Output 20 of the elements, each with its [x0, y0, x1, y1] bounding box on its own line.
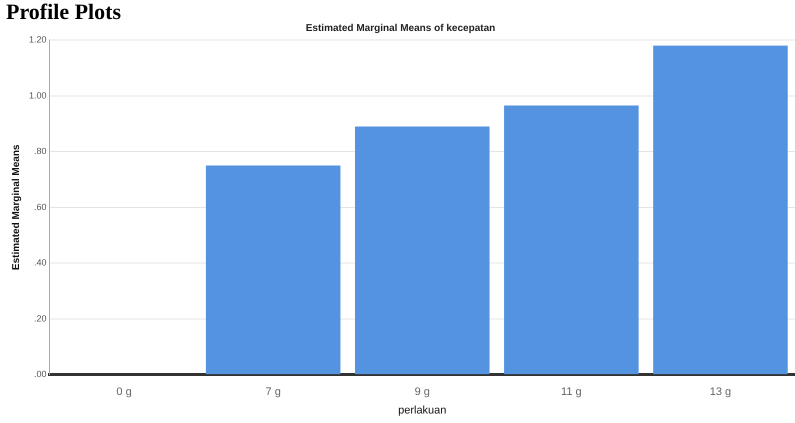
y-tick-label: 1.00: [28, 90, 47, 100]
x-tick-label: 11 g: [561, 386, 582, 398]
bar: [206, 165, 340, 374]
x-tick-label: 9 g: [414, 386, 430, 398]
x-tick-label: 7 g: [266, 386, 281, 398]
y-tick-label: .40: [34, 258, 47, 268]
x-tick-label: 13 g: [710, 386, 732, 398]
y-tick-label: .60: [34, 202, 47, 212]
y-tick-label: 1.20: [28, 34, 47, 44]
y-tick-label: .20: [34, 313, 47, 324]
x-axis-title: perlakuan: [398, 404, 446, 416]
bar: [653, 46, 788, 374]
bar: [354, 126, 490, 374]
bar: [504, 106, 639, 374]
y-axis-title: Estimated Marginal Means: [10, 144, 22, 270]
chart-title: Estimated Marginal Means of kecepatan: [306, 22, 496, 34]
text: Profile Plots: [6, 0, 122, 24]
x-tick-label: 0 g: [116, 386, 132, 398]
y-tick-label: .80: [34, 146, 47, 156]
y-tick-label: .00: [34, 369, 47, 380]
